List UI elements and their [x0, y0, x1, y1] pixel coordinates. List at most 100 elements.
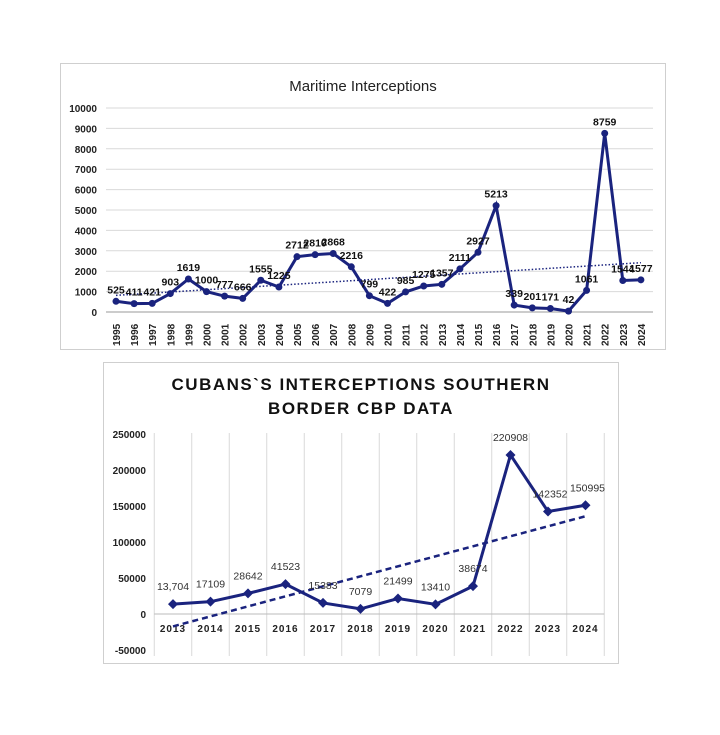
data-label: 799 — [361, 279, 379, 291]
x-tick-label: 2020 — [422, 624, 448, 635]
data-point — [168, 599, 178, 610]
data-label: 666 — [234, 281, 252, 293]
y-tick-label: 7000 — [75, 165, 98, 176]
x-tick-label: 2019 — [546, 323, 557, 346]
data-point — [402, 288, 410, 296]
data-point — [565, 307, 572, 315]
x-tick-label: 2013 — [438, 323, 449, 346]
data-point — [420, 282, 428, 290]
x-tick-label: 1997 — [148, 323, 159, 346]
data-point — [166, 290, 174, 298]
maritime-chart: Maritime Interceptions 0 1000 2000 3000 4000 5… — [60, 63, 666, 350]
x-tick-label: 2005 — [293, 323, 304, 346]
data-point — [311, 251, 319, 259]
x-tick-label: 2007 — [329, 323, 340, 346]
data-label: 13410 — [421, 581, 450, 593]
x-tick-label: 2024 — [637, 323, 648, 346]
data-point — [456, 265, 464, 273]
data-point — [637, 276, 645, 284]
chart-svg: Maritime Interceptions 0 1000 2000 3000 4000 5… — [69, 78, 653, 346]
data-label: 171 — [542, 292, 560, 304]
data-label: 2111 — [449, 252, 471, 264]
data-label: 1357 — [430, 267, 454, 279]
data-label: 142352 — [532, 489, 567, 501]
data-label: 7079 — [349, 586, 373, 598]
data-point — [130, 300, 138, 308]
data-label: 2868 — [322, 236, 346, 248]
chart-title-line-1: CUBANS`S INTERCEPTIONS SOUTHERN — [172, 375, 551, 394]
data-point — [619, 277, 627, 285]
y-tick-label: 250000 — [113, 430, 147, 441]
data-point — [355, 603, 366, 614]
x-tick-label: 2019 — [385, 624, 411, 635]
data-label: 220908 — [493, 432, 528, 444]
data-label: 2216 — [340, 250, 364, 262]
data-point — [393, 593, 403, 604]
data-point — [275, 283, 283, 291]
data-point — [528, 304, 536, 312]
x-tick-label: 1998 — [166, 323, 177, 346]
data-point — [580, 500, 591, 511]
data-point — [546, 305, 554, 313]
data-point — [148, 299, 156, 307]
y-tick-label: 1000 — [75, 288, 98, 299]
x-tick-label: 2020 — [565, 323, 576, 346]
x-tick-label: 2010 — [384, 323, 395, 346]
x-tick-label: 2017 — [310, 624, 336, 635]
cbp-chart: CUBANS`S INTERCEPTIONS SOUTHERN BORDER CB… — [103, 362, 619, 664]
series-line — [172, 451, 586, 611]
data-label: 2810 — [303, 238, 327, 250]
y-tick-label: 6000 — [75, 186, 98, 197]
data-label: 903 — [162, 277, 180, 289]
data-label: 422 — [379, 286, 397, 298]
y-tick-label: 9000 — [75, 124, 98, 135]
x-tick-label: 2021 — [460, 624, 486, 635]
x-tick-label: 1995 — [112, 323, 123, 346]
data-label: 42 — [563, 294, 575, 306]
data-label: 1544 — [611, 264, 635, 276]
chart-title-line-2: BORDER CBP DATA — [268, 399, 454, 418]
y-tick-label: -50000 — [115, 646, 147, 657]
data-label: 28642 — [233, 570, 262, 582]
data-label: 2927 — [466, 235, 490, 247]
data-point — [221, 292, 229, 300]
data-point — [583, 286, 591, 294]
data-label: 41523 — [271, 561, 300, 573]
x-tick-label: 2021 — [583, 323, 594, 346]
x-tick-label: 2006 — [311, 323, 322, 346]
x-tick-label: 2011 — [402, 324, 413, 346]
data-label: 1000 — [195, 275, 219, 287]
data-point — [239, 294, 247, 302]
x-tick-label: 2002 — [239, 323, 250, 346]
data-label: 421 — [143, 286, 161, 298]
x-tick-label: 2017 — [510, 323, 521, 346]
data-point — [243, 588, 253, 599]
data-point — [468, 581, 478, 592]
x-tick-label: 2022 — [497, 624, 523, 635]
x-tick-label: 2016 — [272, 624, 298, 635]
y-tick-label: 0 — [91, 308, 97, 319]
x-tick-label: 2000 — [203, 323, 214, 346]
data-label: 777 — [216, 279, 234, 291]
data-label: 38674 — [458, 563, 487, 575]
x-tick-label: 2018 — [347, 624, 373, 635]
data-point — [492, 202, 500, 210]
data-label: 8759 — [593, 116, 617, 128]
x-tick-label: 2008 — [347, 323, 358, 346]
data-point — [384, 299, 391, 307]
data-point — [184, 275, 192, 283]
data-label: 985 — [397, 275, 415, 287]
data-label: 15383 — [308, 580, 337, 592]
data-point — [474, 248, 482, 256]
x-tick-label: 2022 — [601, 323, 612, 346]
data-point — [347, 263, 355, 271]
data-point — [510, 301, 518, 309]
x-tick-label: 1999 — [184, 323, 195, 346]
x-tick-label: 2014 — [197, 624, 223, 635]
x-tick-label: 2018 — [528, 323, 539, 346]
y-tick-label: 200000 — [113, 466, 147, 477]
data-label: 5213 — [484, 189, 508, 201]
data-label: 1275 — [412, 269, 436, 281]
x-tick-label: 2001 — [221, 323, 232, 346]
chart-title: Maritime Interceptions — [289, 78, 437, 95]
